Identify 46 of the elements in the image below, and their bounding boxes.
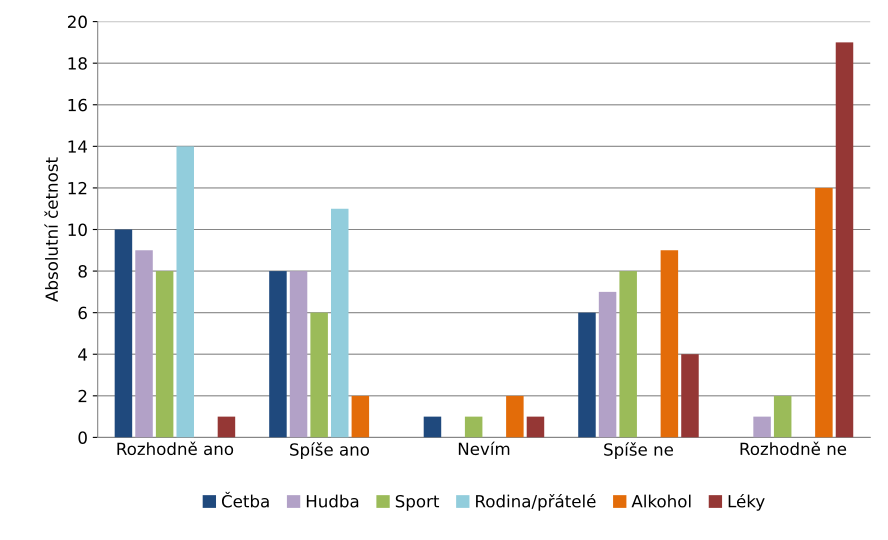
- bar: [506, 396, 524, 438]
- x-tick-label: Rozhodně ano: [117, 442, 234, 456]
- y-tick-label: 4: [78, 348, 88, 361]
- legend-label: Hudba: [306, 494, 358, 508]
- y-tick-label: 12: [68, 182, 86, 194]
- bar: [218, 416, 236, 438]
- y-tick-label: 18: [68, 57, 87, 70]
- y-tick-label: 0: [78, 431, 87, 444]
- legend-label: Léky: [728, 494, 765, 511]
- y-tick-label: 20: [68, 16, 87, 28]
- legend-label: Sport: [396, 494, 440, 511]
- bar: [578, 312, 596, 438]
- bar: [660, 250, 678, 438]
- y-tick-label: 16: [68, 98, 87, 112]
- legend-label: Alkohol: [632, 494, 691, 508]
- legend-label: Četba: [222, 492, 269, 508]
- bar: [774, 396, 792, 438]
- bar: [290, 271, 308, 438]
- bar: [526, 416, 544, 438]
- y-tick-label: 6: [78, 306, 87, 320]
- bar: [619, 271, 637, 438]
- bar: [464, 416, 482, 438]
- legend-label: Rodina/přátelé: [476, 494, 596, 511]
- y-tick-label: 10: [68, 223, 87, 236]
- bar: [424, 416, 442, 438]
- bar: [753, 416, 771, 438]
- bar: [114, 230, 132, 438]
- bar: [815, 188, 833, 438]
- x-tick-label: Spíše ano: [290, 442, 370, 460]
- x-tick-label: Rozhodně ne: [740, 442, 846, 456]
- bar: [352, 396, 370, 438]
- bar: [598, 292, 616, 438]
- bar: [330, 208, 349, 438]
- bar: [681, 354, 699, 438]
- x-tick-label: Nevím: [458, 442, 510, 456]
- bar: [310, 312, 328, 438]
- x-tick-label: Spíše ne: [604, 442, 674, 460]
- bar: [156, 271, 174, 438]
- bar: [269, 271, 287, 438]
- y-axis-title: Absolutní četnost: [44, 157, 58, 302]
- bar: [836, 42, 854, 438]
- y-tick-label: 2: [78, 390, 86, 402]
- bar: [176, 146, 194, 438]
- y-tick-label: 14: [68, 140, 88, 153]
- y-tick-label: 8: [78, 265, 87, 278]
- bar: [135, 250, 153, 438]
